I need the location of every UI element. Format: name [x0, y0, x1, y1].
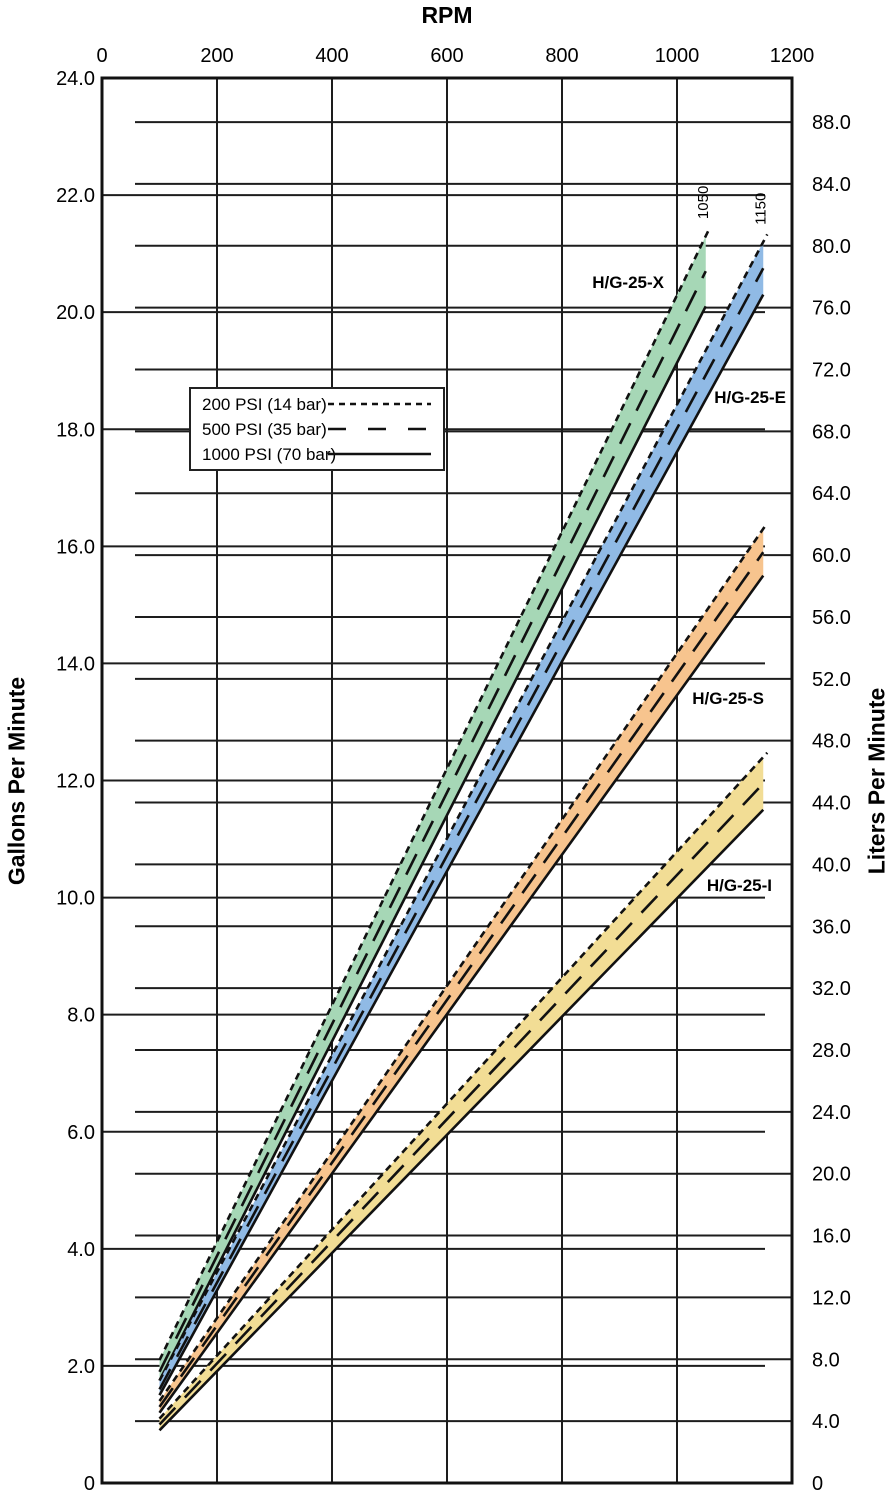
- legend-box: [189, 387, 445, 471]
- band-h-g-25-e-200psi-line: [158, 233, 769, 1382]
- lpm-tick-label: 12.0: [812, 1287, 851, 1309]
- band-h-g-25-x-1000psi-line: [158, 305, 707, 1382]
- gpm-tick-label: 2.0: [67, 1356, 95, 1378]
- lpm-tick-label: 52.0: [812, 669, 851, 691]
- series-label-h-g-25-i: H/G-25-I: [707, 876, 772, 895]
- gpm-tick-label: 0: [84, 1473, 95, 1495]
- lpm-tick-label: 28.0: [812, 1040, 851, 1062]
- lpm-tick-label: 68.0: [812, 421, 851, 443]
- gpm-tick-label: 18.0: [56, 419, 95, 441]
- lpm-tick-label: 40.0: [812, 854, 851, 876]
- lpm-tick-label: 8.0: [812, 1349, 840, 1371]
- series-label-h-g-25-x: H/G-25-X: [592, 273, 664, 292]
- band-h-g-25-x-200psi-line: [158, 227, 711, 1361]
- lpm-tick-label: 48.0: [812, 731, 851, 753]
- lpm-tick-label: 84.0: [812, 174, 851, 196]
- band-h-g-25-s-1000psi-line: [158, 574, 765, 1414]
- lpm-tick-label: 44.0: [812, 793, 851, 815]
- lpm-tick-label: 60.0: [812, 545, 851, 567]
- lpm-tick-label: 76.0: [812, 298, 851, 320]
- rpm-tick-label: 200: [200, 45, 233, 67]
- band-h-g-25-s-200psi-line: [158, 522, 769, 1402]
- series-label-h-g-25-e: H/G-25-E: [714, 388, 786, 407]
- lpm-tick-label: 36.0: [812, 916, 851, 938]
- gpm-tick-label: 16.0: [56, 536, 95, 558]
- lpm-tick-label: 4.0: [812, 1411, 840, 1433]
- gpm-tick-label: 12.0: [56, 771, 95, 793]
- band-h-g-25-e-500psi-line: [158, 267, 765, 1390]
- end-rpm-label-h-g-25-e: 1150: [752, 193, 769, 225]
- rpm-tick-label: 400: [315, 45, 348, 67]
- gpm-tick-label: 20.0: [56, 302, 95, 324]
- gpm-tick-label: 14.0: [56, 653, 95, 675]
- band-h-g-25-i-1000psi-line: [158, 808, 765, 1432]
- rpm-tick-label: 1000: [655, 45, 700, 67]
- end-rpm-label-h-g-25-x: 1050: [695, 186, 712, 219]
- gpm-tick-label: 4.0: [67, 1239, 95, 1261]
- band-h-g-25-s-500psi-line: [158, 551, 765, 1408]
- lpm-tick-label: 0: [812, 1473, 823, 1495]
- rpm-tick-label: 800: [545, 45, 578, 67]
- lpm-tick-label: 88.0: [812, 112, 851, 134]
- legend-item-label-500-psi-35-bar: 500 PSI (35 bar): [202, 420, 327, 439]
- legend-item-label-200-psi-14-bar: 200 PSI (14 bar): [202, 395, 327, 414]
- band-h-g-25-x-500psi-line: [158, 270, 707, 1373]
- legend-item-label-1000-psi-70-bar: 1000 PSI (70 bar): [202, 445, 336, 464]
- lpm-tick-label: 72.0: [812, 360, 851, 382]
- band-h-g-25-i-fill: [159, 757, 764, 1431]
- band-h-g-25-e-fill: [159, 241, 764, 1396]
- rpm-tick-label: 0: [96, 45, 107, 67]
- lpm-tick-label: 24.0: [812, 1102, 851, 1124]
- lpm-tick-label: 20.0: [812, 1164, 851, 1186]
- rpm-tick-label: 600: [430, 45, 463, 67]
- lpm-tick-label: 64.0: [812, 483, 851, 505]
- gpm-tick-label: 8.0: [67, 1005, 95, 1027]
- lpm-tick-label: 56.0: [812, 607, 851, 629]
- gpm-tick-label: 10.0: [56, 888, 95, 910]
- rpm-tick-label: 1200: [770, 45, 815, 67]
- top-axis-title: RPM: [421, 2, 473, 28]
- series-label-h-g-25-s: H/G-25-S: [692, 689, 764, 708]
- gpm-tick-label: 22.0: [56, 185, 95, 207]
- lpm-tick-label: 16.0: [812, 1226, 851, 1248]
- band-h-g-25-e-1000psi-line: [158, 293, 765, 1396]
- band-h-g-25-i-200psi-line: [158, 751, 769, 1420]
- gpm-tick-label: 6.0: [67, 1122, 95, 1144]
- plot-border: [100, 76, 794, 1485]
- gpm-tick-label: 24.0: [56, 68, 95, 90]
- lpm-tick-label: 32.0: [812, 978, 851, 1000]
- lpm-tick-label: 80.0: [812, 236, 851, 258]
